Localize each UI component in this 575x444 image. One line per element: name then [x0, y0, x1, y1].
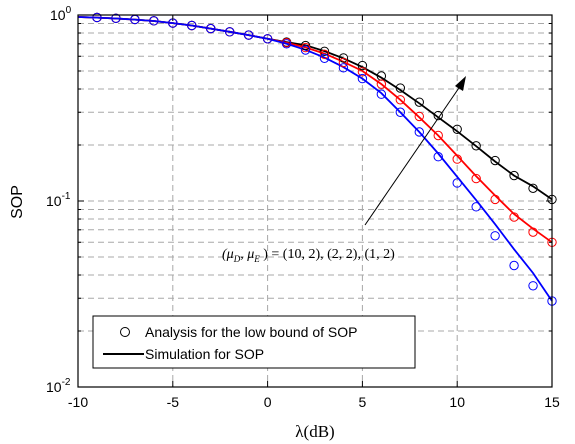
series-marker-2: [243, 30, 254, 40]
series-marker-2: [433, 152, 443, 162]
series-marker-2: [509, 260, 519, 271]
series-lines: [77, 16, 553, 302]
series-marker-1: [509, 212, 519, 222]
series-marker-1: [300, 42, 311, 53]
y-tick-label-1e0: 100: [50, 5, 72, 23]
series-marker-1: [528, 227, 538, 237]
annotation-arrowhead: [455, 76, 466, 91]
series-marker-2: [224, 27, 235, 37]
x-tick-label: -5: [167, 394, 180, 410]
series-marker-0: [433, 110, 443, 121]
y-tick-label-1e-2: 10-2: [46, 377, 71, 395]
series-marker-1: [490, 194, 500, 205]
annotation-label: (μD, μE ) = (10, 2), (2, 2), (1, 2): [222, 247, 395, 264]
series-marker-2: [357, 73, 368, 84]
series-marker-0: [338, 53, 349, 63]
series-marker-2: [452, 178, 462, 188]
legend: Analysis for the low bound of SOP Simula…: [92, 315, 416, 369]
axis-ticks: [77, 14, 553, 388]
series-marker-2: [206, 23, 216, 34]
legend-marker-circle-icon: [120, 327, 130, 337]
x-tick-label: -10: [68, 394, 88, 410]
series-marker-2: [149, 16, 159, 26]
series-marker-2: [395, 107, 406, 117]
series-marker-2: [262, 34, 273, 44]
series-marker-2: [338, 63, 349, 73]
series-marker-1: [319, 49, 330, 59]
y-tick-label-1e-1: 10-1: [46, 191, 71, 209]
series-marker-0: [528, 183, 538, 194]
legend-box: [92, 315, 416, 369]
series-marker-2: [490, 231, 500, 241]
series-marker-2: [376, 89, 387, 99]
series-marker-1: [471, 173, 481, 184]
annotation-arrow-line: [364, 81, 464, 226]
series-marker-0: [490, 155, 500, 166]
series-marker-0: [357, 60, 368, 71]
series-marker-1: [414, 111, 424, 122]
annotation-arrow: [364, 76, 466, 226]
series-marker-0: [509, 170, 519, 181]
legend-label-analysis: Analysis for the low bound of SOP: [145, 324, 357, 340]
series-marker-0: [395, 83, 406, 93]
series-marker-1: [433, 130, 443, 141]
series-marker-0: [319, 46, 330, 57]
axis-tick-labels: -10 -5 0 5 10 15: [68, 394, 560, 410]
series-markers: [92, 12, 557, 306]
series-line-2: [77, 16, 553, 302]
series-marker-0: [471, 141, 481, 151]
series-marker-2: [111, 13, 121, 23]
series-marker-1: [338, 57, 349, 68]
series-marker-1: [452, 154, 462, 164]
series-marker-2: [281, 39, 292, 49]
series-marker-2: [92, 12, 102, 23]
series-marker-2: [300, 45, 311, 55]
series-marker-0: [414, 97, 424, 107]
series-marker-2: [471, 202, 481, 212]
x-tick-label: 15: [544, 394, 560, 410]
series-marker-1: [376, 79, 387, 89]
x-axis-title: λ(dB): [295, 422, 334, 441]
series-marker-0: [452, 124, 462, 134]
series-marker-1: [357, 67, 368, 77]
series-marker-2: [319, 53, 330, 64]
series-marker-2: [528, 281, 538, 291]
y-axis-title: SOP: [9, 185, 26, 219]
series-marker-2: [414, 127, 424, 137]
x-tick-label: 10: [449, 394, 465, 410]
x-tick-label: 0: [264, 394, 272, 410]
x-tick-label: 5: [359, 394, 367, 410]
legend-label-simulation: Simulation for SOP: [145, 346, 264, 362]
series-marker-2: [187, 20, 197, 31]
series-marker-1: [395, 95, 406, 105]
